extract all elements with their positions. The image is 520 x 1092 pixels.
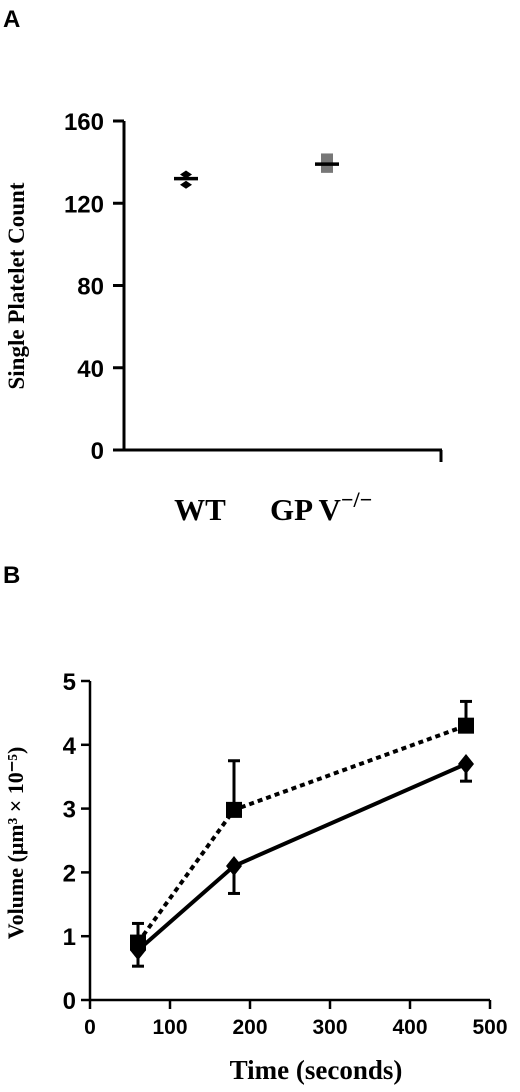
panel-b-x-ticks: 0 100 200 300 400 500 xyxy=(84,1000,508,1039)
panel-a-category-label-wt: WT xyxy=(174,492,226,527)
y-tick-label: 160 xyxy=(64,109,104,136)
data-point xyxy=(130,940,146,961)
panel-b-x-axis-label: Time (seconds) xyxy=(230,1055,403,1085)
x-tick-label: 100 xyxy=(152,1016,187,1039)
y-tick-label: 5 xyxy=(63,669,76,696)
y-tick-label: 120 xyxy=(64,191,104,218)
panel-a-chart: A Single Platelet Count 0 40 80 120 160 WT G… xyxy=(3,6,443,527)
y-tick-label: 40 xyxy=(77,356,104,383)
x-tick-label: 500 xyxy=(472,1016,507,1039)
x-tick-label: 200 xyxy=(232,1016,267,1039)
category-gpv-superscript: −/− xyxy=(341,487,372,512)
series-line xyxy=(136,762,467,952)
data-point xyxy=(226,856,242,877)
y-tick-label: 1 xyxy=(63,924,76,951)
panel-a-marks xyxy=(174,153,339,189)
panel-a-letter: A xyxy=(3,6,20,33)
x-tick-label: 400 xyxy=(392,1016,427,1039)
panel-a-y-ticks: 0 40 80 120 160 xyxy=(64,109,124,465)
panel-b-marks xyxy=(130,699,474,968)
category-wt-text: WT xyxy=(174,492,226,527)
y-tick-label: 3 xyxy=(63,797,76,824)
data-point xyxy=(321,153,333,159)
data-point xyxy=(458,753,474,774)
data-point xyxy=(458,717,474,734)
data-point xyxy=(226,801,242,818)
y-tick-label: 80 xyxy=(77,274,104,301)
y-tick-label: 2 xyxy=(63,860,76,887)
category-gpv-text: GP V xyxy=(270,492,342,527)
panel-b-letter: B xyxy=(3,562,20,589)
data-point xyxy=(321,157,333,163)
panel-b-y-ticks: 0 1 2 3 4 5 xyxy=(63,669,90,1015)
data-point xyxy=(321,163,333,169)
panel-b-chart: B Volume (μm³ × 10⁻⁵) Time (seconds) 0 1 2… xyxy=(3,562,508,1085)
y-tick-label: 4 xyxy=(63,733,77,760)
x-tick-label: 300 xyxy=(312,1016,347,1039)
data-point xyxy=(180,170,192,179)
x-tick-label: 0 xyxy=(84,1016,96,1039)
y-tick-label: 0 xyxy=(63,988,76,1015)
panel-a-y-axis-label: Single Platelet Count xyxy=(4,182,29,389)
panel-b-y-axis-label: Volume (μm³ × 10⁻⁵) xyxy=(3,747,28,940)
panel-a-category-label-gpv: GP V−/− xyxy=(270,487,372,527)
y-tick-label: 0 xyxy=(91,438,104,465)
data-point xyxy=(180,180,192,189)
